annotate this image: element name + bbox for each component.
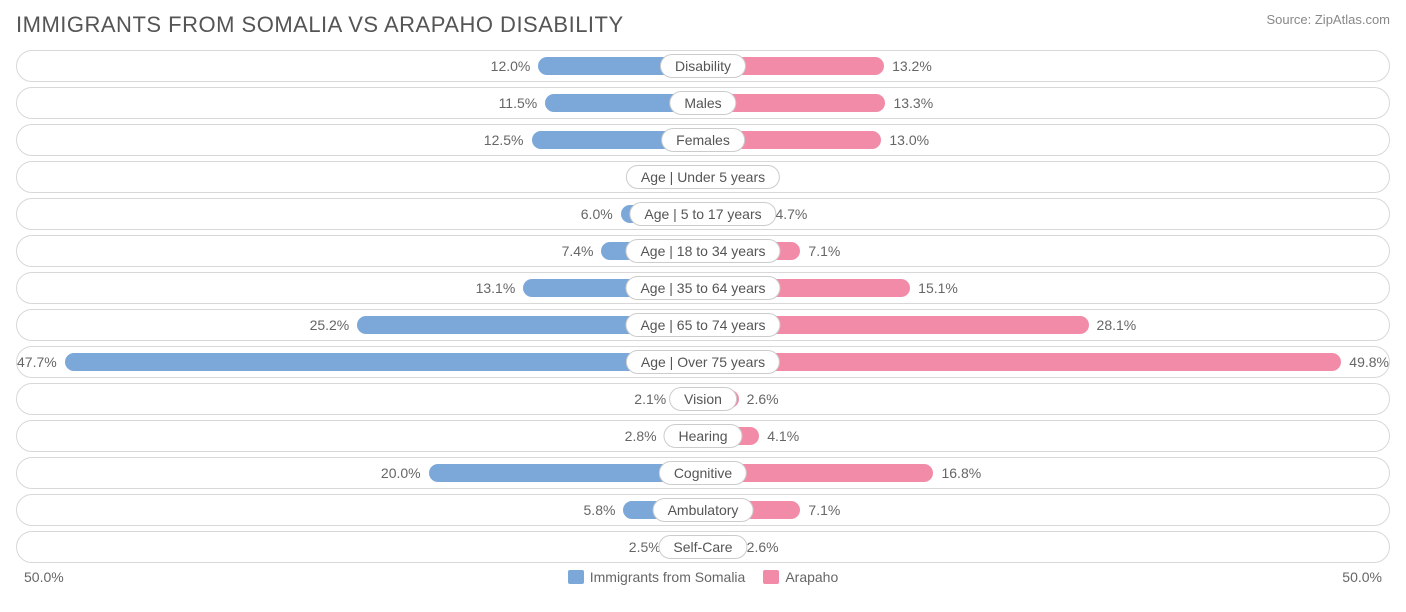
category-label: Ambulatory xyxy=(653,498,754,522)
row-left-half: 25.2% xyxy=(17,310,703,340)
left-percent-label: 7.4% xyxy=(562,243,594,259)
category-label: Females xyxy=(661,128,745,152)
chart-footer: 50.0% Immigrants from Somalia Arapaho 50… xyxy=(16,569,1390,585)
right-percent-label: 13.2% xyxy=(892,58,932,74)
chart-row: 1.3%1.3%Age | Under 5 years xyxy=(16,161,1390,193)
chart-row: 20.0% 16.8% Cognitive xyxy=(16,457,1390,489)
row-right-half: 13.3% xyxy=(703,88,1389,118)
category-label: Self-Care xyxy=(658,535,747,559)
left-bar xyxy=(65,353,703,371)
diverging-bar-chart: 12.0% 13.2% Disability 11.5% 13.3% Males 12.5%… xyxy=(16,50,1390,563)
chart-row: 5.8% 7.1% Ambulatory xyxy=(16,494,1390,526)
row-right-half: 49.8% xyxy=(703,347,1389,377)
left-percent-label: 20.0% xyxy=(381,465,421,481)
right-percent-label: 4.7% xyxy=(775,206,807,222)
category-label: Age | Under 5 years xyxy=(626,165,780,189)
row-left-half: 6.0% xyxy=(17,199,703,229)
legend: Immigrants from Somalia Arapaho xyxy=(568,569,839,585)
left-percent-label: 47.7% xyxy=(17,354,57,370)
category-label: Age | 18 to 34 years xyxy=(625,239,780,263)
chart-row: 25.2% 28.1% Age | 65 to 74 years xyxy=(16,309,1390,341)
chart-row: 2.5% 2.6%Self-Care xyxy=(16,531,1390,563)
row-right-half: 2.6% xyxy=(703,384,1389,414)
legend-swatch-left xyxy=(568,570,584,584)
left-percent-label: 25.2% xyxy=(310,317,350,333)
legend-label-right: Arapaho xyxy=(785,569,838,585)
category-label: Age | 35 to 64 years xyxy=(625,276,780,300)
axis-max-right: 50.0% xyxy=(1342,569,1382,585)
right-bar xyxy=(703,353,1341,371)
category-label: Age | Over 75 years xyxy=(626,350,780,374)
right-percent-label: 4.1% xyxy=(767,428,799,444)
row-right-half: 13.2% xyxy=(703,51,1389,81)
row-right-half: 7.1% xyxy=(703,236,1389,266)
category-label: Cognitive xyxy=(659,461,747,485)
chart-title: IMMIGRANTS FROM SOMALIA VS ARAPAHO DISAB… xyxy=(16,12,624,38)
right-percent-label: 7.1% xyxy=(808,243,840,259)
right-percent-label: 7.1% xyxy=(808,502,840,518)
row-left-half: 2.8% xyxy=(17,421,703,451)
chart-row: 47.7% 49.8% Age | Over 75 years xyxy=(16,346,1390,378)
chart-row: 12.0% 13.2% Disability xyxy=(16,50,1390,82)
row-right-half: 4.7% xyxy=(703,199,1389,229)
right-percent-label: 2.6% xyxy=(747,539,779,555)
row-right-half: 7.1% xyxy=(703,495,1389,525)
chart-row: 2.1% 2.6% Vision xyxy=(16,383,1390,415)
row-right-half: 28.1% xyxy=(703,310,1389,340)
legend-label-left: Immigrants from Somalia xyxy=(590,569,746,585)
chart-row: 12.5% 13.0% Females xyxy=(16,124,1390,156)
axis-max-left: 50.0% xyxy=(24,569,64,585)
row-right-half: 4.1% xyxy=(703,421,1389,451)
legend-item-right: Arapaho xyxy=(763,569,838,585)
header: IMMIGRANTS FROM SOMALIA VS ARAPAHO DISAB… xyxy=(16,12,1390,38)
left-percent-label: 12.0% xyxy=(491,58,531,74)
source-label: Source: ZipAtlas.com xyxy=(1266,12,1390,27)
left-percent-label: 11.5% xyxy=(499,95,538,111)
right-percent-label: 16.8% xyxy=(941,465,981,481)
category-label: Disability xyxy=(660,54,746,78)
legend-swatch-right xyxy=(763,570,779,584)
row-right-half: 1.3% xyxy=(703,162,1389,192)
row-left-half: 7.4% xyxy=(17,236,703,266)
chart-row: 7.4% 7.1% Age | 18 to 34 years xyxy=(16,235,1390,267)
category-label: Age | 5 to 17 years xyxy=(629,202,776,226)
row-right-half: 16.8% xyxy=(703,458,1389,488)
right-percent-label: 13.0% xyxy=(889,132,929,148)
chart-row: 2.8% 4.1% Hearing xyxy=(16,420,1390,452)
left-percent-label: 5.8% xyxy=(584,502,616,518)
row-right-half: 2.6% xyxy=(703,532,1389,562)
chart-row: 6.0% 4.7%Age | 5 to 17 years xyxy=(16,198,1390,230)
category-label: Age | 65 to 74 years xyxy=(625,313,780,337)
right-percent-label: 28.1% xyxy=(1097,317,1137,333)
row-left-half: 12.5% xyxy=(17,125,703,155)
row-right-half: 15.1% xyxy=(703,273,1389,303)
row-left-half: 13.1% xyxy=(17,273,703,303)
chart-row: 13.1% 15.1% Age | 35 to 64 years xyxy=(16,272,1390,304)
right-percent-label: 15.1% xyxy=(918,280,958,296)
left-percent-label: 2.5% xyxy=(629,539,661,555)
category-label: Vision xyxy=(669,387,737,411)
left-percent-label: 13.1% xyxy=(476,280,516,296)
left-percent-label: 2.8% xyxy=(625,428,657,444)
legend-item-left: Immigrants from Somalia xyxy=(568,569,746,585)
row-right-half: 13.0% xyxy=(703,125,1389,155)
row-left-half: 20.0% xyxy=(17,458,703,488)
row-left-half: 1.3% xyxy=(17,162,703,192)
row-left-half: 12.0% xyxy=(17,51,703,81)
left-percent-label: 6.0% xyxy=(581,206,613,222)
category-label: Males xyxy=(669,91,736,115)
right-percent-label: 49.8% xyxy=(1349,354,1389,370)
row-left-half: 2.5% xyxy=(17,532,703,562)
row-left-half: 11.5% xyxy=(17,88,703,118)
chart-row: 11.5% 13.3% Males xyxy=(16,87,1390,119)
row-left-half: 2.1% xyxy=(17,384,703,414)
left-percent-label: 2.1% xyxy=(634,391,666,407)
row-left-half: 5.8% xyxy=(17,495,703,525)
category-label: Hearing xyxy=(663,424,742,448)
right-percent-label: 2.6% xyxy=(747,391,779,407)
right-percent-label: 13.3% xyxy=(893,95,933,111)
left-percent-label: 12.5% xyxy=(484,132,524,148)
row-left-half: 47.7% xyxy=(17,347,703,377)
